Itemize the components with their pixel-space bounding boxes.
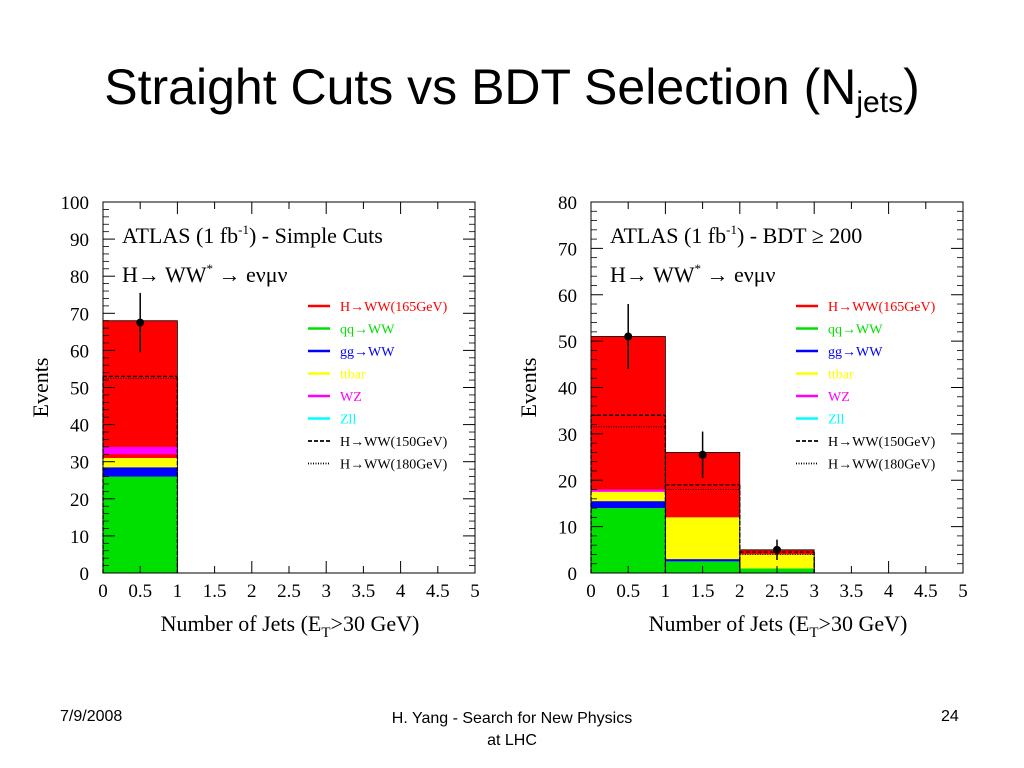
y-tick-label: 0 bbox=[80, 564, 90, 585]
x-tick-label: 2.5 bbox=[277, 581, 301, 602]
legend-label-4: WZ bbox=[340, 390, 362, 405]
footer-center-text: H. Yang - Search for New Physics at LHC bbox=[352, 708, 672, 752]
bar-qq→WW-bin0 bbox=[103, 476, 178, 573]
x-tick-label: 4.5 bbox=[914, 581, 938, 602]
footer-date: 7/9/2008 bbox=[60, 708, 123, 725]
title-subscript: jets bbox=[856, 86, 904, 119]
chart-bdt: 0 10 20 30 40 50 60 70 80 0 0.5 1 1.5 2 2.5 3 3.5 4 4.5 5 Nu… bbox=[516, 193, 968, 641]
chart-title-line2: H→ WW* → eνμν bbox=[610, 261, 776, 287]
y-tick-label: 50 bbox=[558, 332, 577, 353]
y-tick-label: 20 bbox=[558, 471, 577, 492]
y-tick-label: 100 bbox=[61, 193, 90, 214]
y-tick-label: 20 bbox=[70, 490, 89, 511]
x-tick-label: 1.5 bbox=[691, 581, 715, 602]
legend-label-1: qq→WW bbox=[828, 323, 883, 338]
x-tick-label: 1 bbox=[173, 581, 183, 602]
x-tick-label: 3.5 bbox=[840, 581, 864, 602]
y-tick-label: 40 bbox=[558, 379, 577, 400]
h180-histogram bbox=[590, 426, 815, 573]
y-tick-label: 80 bbox=[70, 267, 89, 288]
x-tick-label: 3 bbox=[809, 581, 819, 602]
footer-page-number: 24 bbox=[941, 708, 959, 725]
data-point-1 bbox=[698, 450, 707, 459]
y-tick-label: 40 bbox=[70, 416, 89, 437]
bar-qq→WW-bin0 bbox=[591, 508, 666, 573]
legend-label-6: H→WW(150GeV) bbox=[340, 435, 448, 450]
y-tick-label: 70 bbox=[70, 304, 89, 325]
bar-ttbar-bin0 bbox=[103, 457, 178, 468]
bar-ttbar-bin2 bbox=[739, 554, 815, 569]
y-tick-label: 90 bbox=[70, 230, 89, 251]
bar-ttbar-bin1 bbox=[665, 517, 740, 560]
chart-simple-cuts: 0 10 20 30 40 50 60 70 80 90 100 0 0.5 1 1.5 2 2.5 3 3.5 4 4… bbox=[28, 193, 480, 641]
legend-label-5: Zll bbox=[828, 413, 844, 428]
legend-label-5: Zll bbox=[340, 413, 356, 428]
title-main: Straight Cuts vs BDT Selection (N bbox=[104, 59, 857, 115]
data-point-0 bbox=[136, 318, 145, 327]
legend-label-7: H→WW(180GeV) bbox=[340, 458, 448, 473]
footer-line-1: H. Yang - Search for New Physics bbox=[391, 710, 633, 727]
bar-ttbar-bin0 bbox=[591, 491, 666, 502]
legend-label-7: H→WW(180GeV) bbox=[828, 458, 936, 473]
title-end: ) bbox=[903, 59, 920, 115]
legend-label-0: H→WW(165GeV) bbox=[828, 300, 936, 315]
bar-wz-band-bin0 bbox=[103, 446, 178, 455]
chart-title-line2: H→ WW* → eνμν bbox=[122, 261, 288, 287]
slide-title: Straight Cuts vs BDT Selection (Njets) bbox=[0, 58, 1024, 120]
y-tick-label: 50 bbox=[70, 379, 89, 400]
x-axis-label: Number of Jets (ET>30 GeV) bbox=[649, 611, 908, 641]
y-tick-label: 30 bbox=[70, 453, 89, 474]
data-point-0 bbox=[624, 332, 633, 341]
legend-label-4: WZ bbox=[828, 390, 850, 405]
y-tick-label: 30 bbox=[558, 425, 577, 446]
x-tick-label: 3.5 bbox=[352, 581, 376, 602]
x-tick-label: 2.5 bbox=[765, 581, 789, 602]
legend-label-6: H→WW(150GeV) bbox=[828, 435, 936, 450]
y-tick-label: 10 bbox=[558, 518, 577, 539]
legend-label-0: H→WW(165GeV) bbox=[340, 300, 448, 315]
legend-label-3: ttbar bbox=[340, 368, 366, 383]
legend-label-3: ttbar bbox=[828, 368, 854, 383]
bar-WZ-bin0 bbox=[591, 489, 666, 492]
chart-title-line1: ATLAS (1 fb-1) - Simple Cuts bbox=[122, 222, 383, 248]
y-axis-label: Events bbox=[28, 358, 53, 418]
x-tick-label: 2 bbox=[735, 581, 745, 602]
x-tick-label: 2 bbox=[247, 581, 256, 602]
y-axis-label: Events bbox=[516, 358, 541, 418]
data-point-2 bbox=[773, 545, 781, 554]
bar-gg→WW-bin1 bbox=[665, 559, 740, 562]
x-tick-label: 4 bbox=[396, 581, 406, 602]
legend-label-2: gg→WW bbox=[340, 345, 395, 360]
y-tick-label: 0 bbox=[568, 564, 578, 585]
x-tick-label: 4.5 bbox=[426, 581, 450, 602]
y-tick-label: 70 bbox=[558, 239, 577, 260]
bar-gg→WW-bin0 bbox=[591, 501, 666, 509]
legend-label-1: qq→WW bbox=[340, 323, 395, 338]
chart-title-line1: ATLAS (1 fb-1) - BDT ≥ 200 bbox=[610, 222, 862, 248]
y-tick-label: 60 bbox=[558, 286, 577, 307]
x-tick-label: 0.5 bbox=[128, 581, 152, 602]
x-tick-label: 3 bbox=[321, 581, 331, 602]
x-axis-label: Number of Jets (ET>30 GeV) bbox=[161, 611, 420, 641]
bar-gg→WW-bin0 bbox=[103, 467, 178, 477]
y-tick-label: 60 bbox=[70, 341, 89, 362]
x-tick-label: 5 bbox=[958, 581, 968, 602]
legend-label-2: gg→WW bbox=[828, 345, 883, 360]
footer-line-2: at LHC bbox=[487, 732, 537, 749]
x-tick-label: 1.5 bbox=[203, 581, 227, 602]
x-tick-label: 1 bbox=[661, 581, 671, 602]
y-tick-label: 10 bbox=[70, 527, 89, 548]
x-tick-label: 0 bbox=[586, 581, 596, 602]
y-tick-label: 80 bbox=[558, 193, 577, 214]
x-tick-label: 5 bbox=[470, 581, 480, 602]
x-tick-label: 0 bbox=[98, 581, 108, 602]
x-tick-label: 4 bbox=[884, 581, 894, 602]
x-tick-label: 0.5 bbox=[616, 581, 640, 602]
